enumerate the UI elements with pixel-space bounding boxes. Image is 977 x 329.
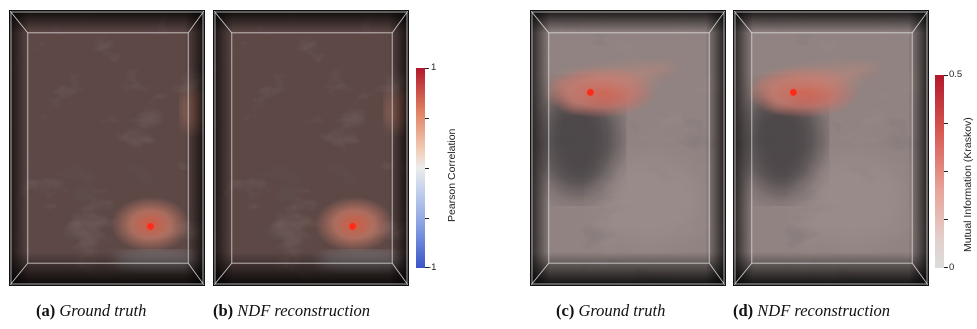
caption-letter: (b)	[213, 301, 234, 320]
caption-b: (b) NDF reconstruction	[213, 301, 370, 321]
caption-text: NDF reconstruction	[237, 301, 371, 320]
caption-letter: (c)	[556, 301, 575, 320]
colorbar-max-label: 0.5	[949, 69, 963, 80]
caption-letter: (d)	[733, 301, 754, 320]
caption-text: Ground truth	[578, 301, 666, 320]
mutual-information-colorbar	[935, 75, 944, 268]
panel-ndf-pearson	[213, 10, 409, 286]
colorbar-tick	[944, 267, 948, 268]
volume-render-image	[214, 11, 408, 285]
colorbar-tick	[944, 123, 948, 124]
colorbar-tick	[944, 219, 948, 220]
colorbar-min-label: -1	[428, 262, 437, 273]
panel-ndf-mi	[733, 10, 929, 286]
colorbar-tick	[425, 168, 429, 169]
panel-ground-truth-pearson	[9, 10, 205, 286]
caption-a: (a) Ground truth	[36, 301, 146, 321]
colorbar-tick	[425, 267, 429, 268]
sample-point-marker	[789, 88, 797, 96]
volume-render-image	[10, 11, 204, 285]
colorbar-tick	[944, 171, 948, 172]
volume-render-image	[734, 11, 928, 285]
colorbar-tick	[425, 68, 429, 69]
colorbar-tick	[944, 75, 948, 76]
colorbar-title: Pearson Correlation	[446, 128, 458, 222]
caption-c: (c) Ground truth	[556, 301, 665, 321]
caption-letter: (a)	[36, 301, 56, 320]
colorbar-tick	[425, 118, 429, 119]
colorbar-min-label: 0	[949, 262, 955, 273]
caption-text: Ground truth	[59, 301, 147, 320]
colorbar-max-label: 1	[431, 62, 437, 73]
caption-text: NDF reconstruction	[757, 301, 891, 320]
caption-d: (d) NDF reconstruction	[733, 301, 890, 321]
pearson-colorbar	[416, 68, 425, 268]
sample-point-marker	[349, 222, 357, 230]
sample-point-marker	[147, 222, 155, 230]
panel-ground-truth-mi	[530, 10, 726, 286]
colorbar-tick	[425, 218, 429, 219]
volume-render-image	[531, 11, 725, 285]
colorbar-title: Mutual Information (Kraskov)	[962, 117, 974, 252]
sample-point-marker	[586, 88, 594, 96]
